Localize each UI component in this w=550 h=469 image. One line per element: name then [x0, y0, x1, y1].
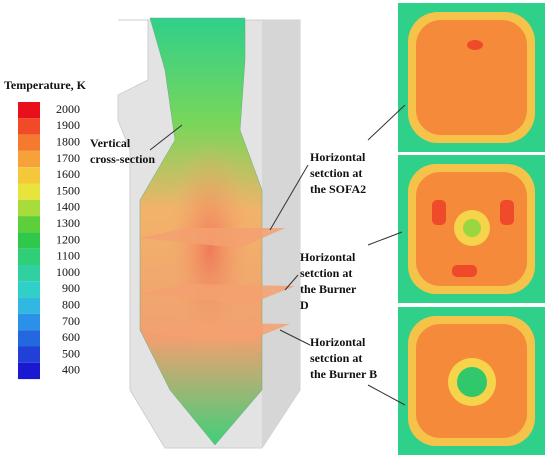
colorbar-swatch [18, 167, 40, 184]
colorbar-tick-label: 1500 [56, 183, 80, 197]
colorbar-tick-label: 700 [62, 314, 80, 328]
colorbar-swatch [18, 150, 40, 168]
panel-spot [432, 200, 446, 225]
colorbar-tick-label: 1200 [56, 232, 80, 246]
hot-core [165, 140, 255, 360]
annotation: Horizontal [300, 250, 356, 264]
annotation: Horizontal [310, 150, 366, 164]
annotation: setction at [300, 266, 352, 280]
panel-spot [467, 40, 483, 50]
colorbar-swatch [18, 313, 40, 331]
colorbar-tick-label: 400 [62, 363, 80, 377]
annotation: D [300, 298, 309, 312]
colorbar: 2000 1900 1800 1700 1600 1500 1400 1300 1200 1100… [18, 102, 80, 380]
annotation: Vertical [90, 136, 131, 150]
annotation: setction at [310, 351, 362, 365]
colorbar-tick-label: 600 [62, 330, 80, 344]
colorbar-tick-label: 1700 [56, 151, 80, 165]
colorbar-swatch [18, 248, 40, 265]
colorbar-swatch [18, 232, 40, 249]
colorbar-tick-label: 1100 [56, 249, 80, 263]
annotation: the SOFA2 [310, 182, 366, 196]
panel-spot [452, 265, 477, 277]
panel-spot [500, 200, 514, 225]
panel-sofa2 [398, 3, 545, 152]
leader-line [279, 329, 311, 346]
colorbar-swatch [18, 102, 40, 119]
colorbar-swatch [18, 330, 40, 347]
colorbar-swatch [18, 199, 40, 217]
colorbar-tick-label: 1800 [56, 135, 80, 149]
panel-center [457, 367, 487, 397]
colorbar-title: Temperature, K [4, 78, 87, 92]
leader-line [367, 231, 403, 246]
leader-line [149, 124, 183, 151]
annotation: setction at [310, 166, 362, 180]
panel-core [416, 20, 527, 135]
leader-line [367, 384, 406, 406]
colorbar-tick-label: 1300 [56, 216, 80, 230]
boiler-side [262, 20, 300, 448]
colorbar-tick-label: 2000 [56, 102, 80, 116]
annotation: Horizontal [310, 335, 366, 349]
panel-center [463, 219, 481, 237]
colorbar-tick-label: 1000 [56, 265, 80, 279]
leader-line [367, 104, 406, 141]
colorbar-tick-label: 1600 [56, 167, 80, 181]
colorbar-swatch [18, 297, 40, 314]
plane-sofa2 [140, 228, 285, 248]
colorbar-swatch [18, 134, 40, 151]
colorbar-swatch [18, 281, 40, 298]
panel-burner-d [398, 155, 545, 303]
annotation: cross-section [90, 152, 155, 166]
colorbar-tick-label: 800 [62, 298, 80, 312]
colorbar-swatch [18, 265, 40, 282]
leader-line [284, 274, 299, 291]
colorbar-swatch [18, 183, 40, 200]
colorbar-tick-label: 1900 [56, 118, 80, 132]
panel-burner-b [398, 307, 545, 455]
colorbar-swatch [18, 362, 40, 380]
colorbar-tick-label: 500 [62, 346, 80, 360]
labels: Vertical cross-section Horizontal setction … [90, 136, 377, 381]
plane-burner-b [140, 322, 290, 342]
colorbar-swatch [18, 118, 40, 135]
colorbar-tick-label: 1400 [56, 200, 80, 214]
plane-burner-d [140, 284, 295, 304]
annotation: the Burner [300, 282, 357, 296]
leader-line [269, 164, 309, 231]
annotation: the Burner B [310, 367, 377, 381]
colorbar-tick-label: 900 [62, 281, 80, 295]
colorbar-swatch [18, 346, 40, 363]
colorbar-swatch [18, 216, 40, 233]
leader-lines [149, 104, 406, 406]
